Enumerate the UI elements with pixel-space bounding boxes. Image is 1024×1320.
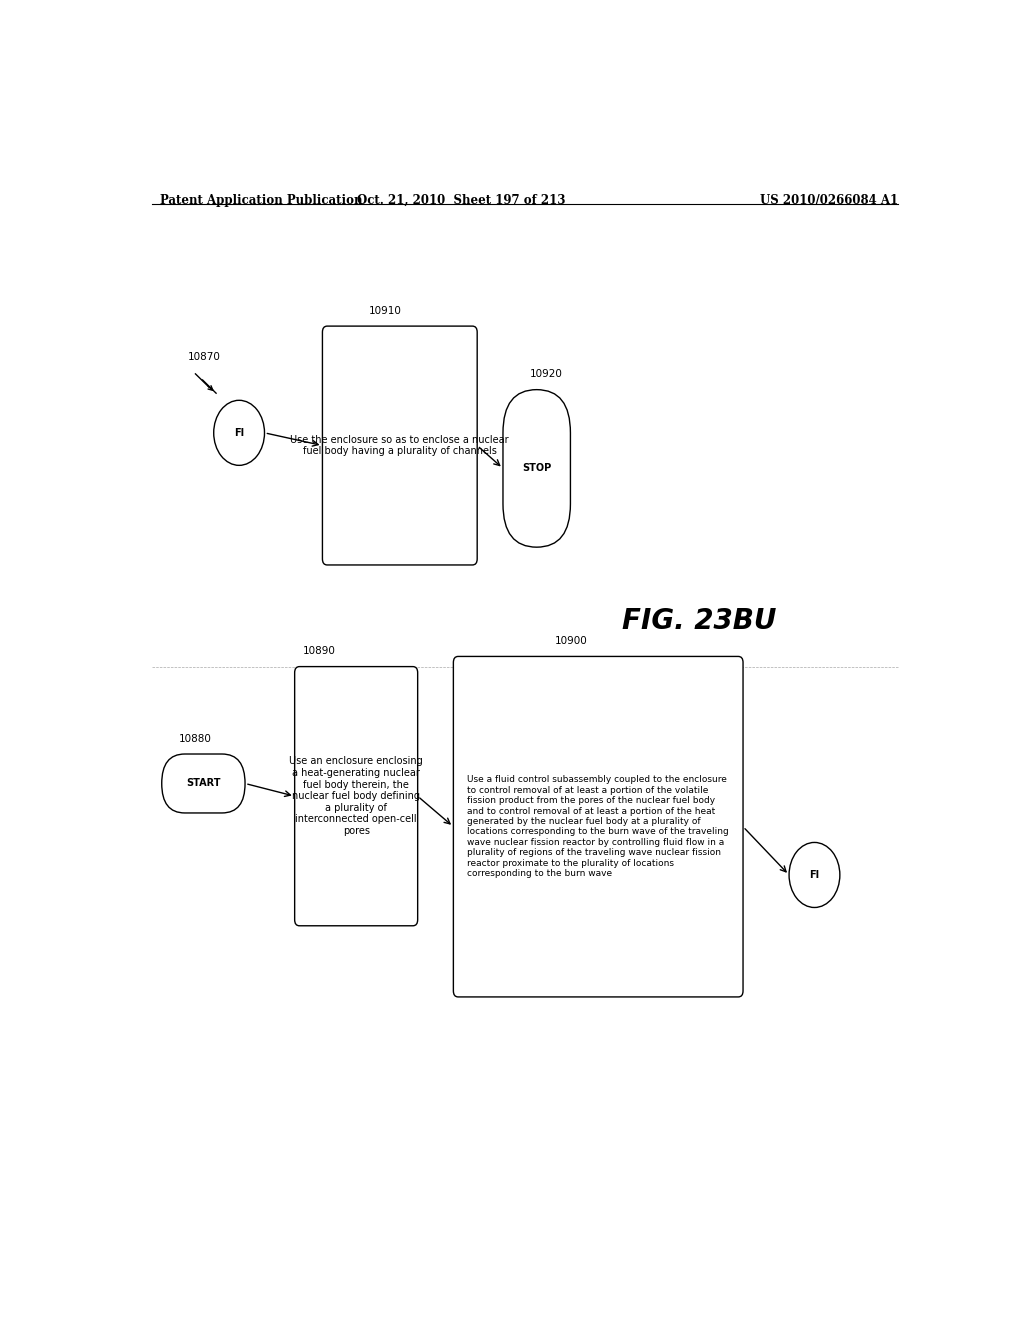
Text: STOP: STOP	[522, 463, 551, 474]
Text: 10870: 10870	[187, 351, 220, 362]
Text: 10890: 10890	[303, 647, 336, 656]
Text: Oct. 21, 2010  Sheet 197 of 213: Oct. 21, 2010 Sheet 197 of 213	[357, 194, 565, 207]
Circle shape	[214, 400, 264, 466]
Text: Use the enclosure so as to enclose a nuclear
fuel body having a plurality of cha: Use the enclosure so as to enclose a nuc…	[291, 434, 509, 457]
Text: 10920: 10920	[530, 370, 563, 379]
Text: Use a fluid control subassembly coupled to the enclosure
to control removal of a: Use a fluid control subassembly coupled …	[467, 775, 729, 878]
FancyBboxPatch shape	[454, 656, 743, 997]
Text: US 2010/0266084 A1: US 2010/0266084 A1	[760, 194, 898, 207]
Text: 10900: 10900	[555, 636, 588, 647]
Text: FI: FI	[809, 870, 819, 880]
Text: FI: FI	[234, 428, 244, 438]
Text: FIG. 23BU: FIG. 23BU	[623, 607, 776, 635]
Text: START: START	[186, 779, 220, 788]
Circle shape	[790, 842, 840, 907]
Text: 10910: 10910	[369, 306, 401, 315]
Text: Patent Application Publication: Patent Application Publication	[160, 194, 362, 207]
FancyBboxPatch shape	[295, 667, 418, 925]
FancyBboxPatch shape	[323, 326, 477, 565]
Text: 10880: 10880	[178, 734, 211, 744]
FancyBboxPatch shape	[162, 754, 245, 813]
Text: Use an enclosure enclosing
a heat-generating nuclear
fuel body therein, the
nucl: Use an enclosure enclosing a heat-genera…	[290, 756, 423, 836]
FancyBboxPatch shape	[503, 389, 570, 548]
